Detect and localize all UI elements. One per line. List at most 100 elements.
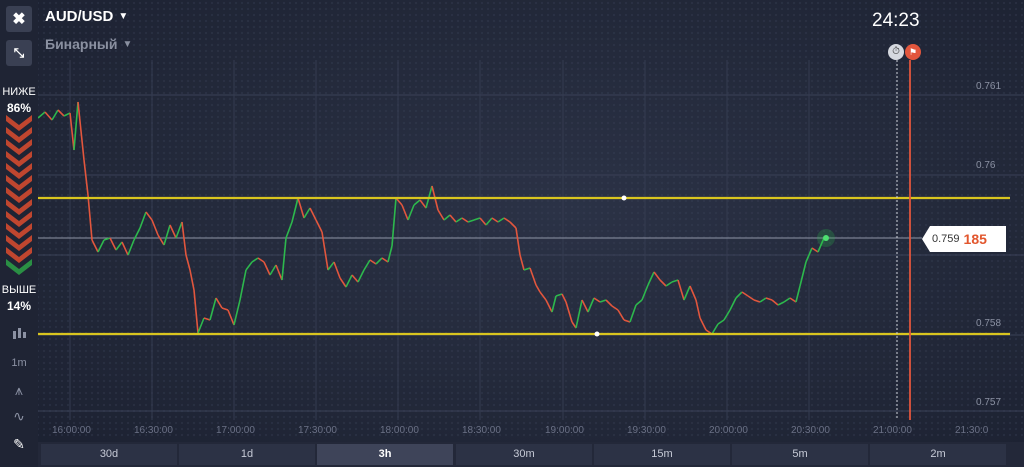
candle (309, 207, 317, 221)
y-tick-label: 0.757 (976, 397, 1002, 408)
candle (69, 112, 75, 151)
close-button[interactable]: ✖ (6, 6, 32, 32)
candle (659, 279, 667, 287)
asset-selector[interactable]: AUD/USD ▼ (45, 8, 128, 25)
candle (157, 234, 165, 246)
candle (163, 224, 171, 246)
candle (677, 279, 685, 301)
candle (375, 257, 383, 265)
candle (203, 317, 211, 321)
expiry-timer: 24:23 (872, 10, 920, 31)
candle (215, 297, 223, 309)
pencil-icon[interactable]: ✎ (13, 436, 25, 452)
candle (87, 194, 93, 241)
world-map-background (35, 0, 1024, 440)
candle (357, 269, 365, 283)
timeframe-2m[interactable]: 2m (870, 444, 1006, 465)
candle (51, 109, 59, 121)
level-handle (621, 195, 627, 201)
y-tick-label: 0.758 (976, 318, 1002, 329)
close-icon: ✖ (12, 11, 26, 28)
candle (535, 284, 541, 293)
level-handle (594, 331, 600, 337)
candle (689, 285, 697, 301)
x-tick-label: 19:00:00 (545, 425, 584, 436)
candle (37, 111, 46, 119)
sentiment-chevron (6, 175, 32, 191)
option-type-selector[interactable]: Бинарный ▼ (45, 36, 132, 52)
indicator-icon[interactable]: ⩚ (15, 382, 23, 398)
candle (263, 261, 271, 276)
candle (297, 197, 305, 219)
lower-label: НИЖЕ (2, 86, 36, 98)
candle (519, 254, 525, 271)
candle (221, 307, 229, 311)
candle (753, 299, 761, 303)
collapse-button[interactable]: ⤡ (6, 40, 32, 66)
timeframe-3h[interactable]: 3h (317, 444, 453, 465)
candle (73, 101, 79, 151)
timeframe-30m[interactable]: 30m (456, 444, 592, 465)
stopwatch-icon[interactable]: ⏱ (888, 44, 904, 60)
higher-percent: 14% (6, 299, 32, 313)
x-tick-label: 16:00:00 (52, 425, 91, 436)
candle (593, 297, 601, 303)
trend-icon[interactable]: ∿ (13, 408, 25, 424)
candle (629, 304, 637, 323)
interval-selector[interactable]: 1m (11, 357, 27, 369)
candles-icon[interactable] (8, 327, 30, 344)
sentiment-chevron (6, 235, 32, 251)
timeframe-5m[interactable]: 5m (732, 444, 868, 465)
candle (735, 291, 743, 299)
candle (227, 309, 235, 326)
candle (281, 237, 287, 281)
timeframe-15m[interactable]: 15m (594, 444, 730, 465)
candle (351, 274, 359, 283)
sentiment-chevron (6, 163, 32, 179)
lower-percent: 86% (6, 101, 32, 115)
candle (391, 197, 397, 247)
candle (461, 217, 469, 223)
candle (473, 217, 481, 221)
candle (741, 291, 749, 297)
timeframe-30d[interactable]: 30d (41, 444, 177, 465)
candle (747, 295, 755, 301)
y-tick-label: 0.761 (976, 81, 1002, 92)
candle (551, 295, 557, 313)
sentiment-chevron (6, 247, 32, 263)
timeframe-1d[interactable]: 1d (179, 444, 315, 465)
candle (817, 237, 825, 253)
candle (571, 321, 577, 329)
x-tick-label: 18:30:00 (462, 425, 501, 436)
collapse-icon: ⤡ (13, 45, 25, 60)
candle (193, 289, 199, 334)
candle (653, 271, 661, 281)
candle (269, 264, 277, 276)
candle (795, 285, 801, 303)
current-price-highlight: 185 (963, 231, 987, 247)
sentiment-chevron (6, 151, 32, 167)
candle (121, 241, 129, 256)
candle (233, 299, 241, 326)
candle (467, 219, 475, 223)
candle (599, 299, 607, 303)
current-price-tag: 0.759 185 (922, 226, 1006, 252)
candle (327, 261, 335, 271)
candle (729, 297, 737, 311)
finish-flag-icon[interactable]: ⚑ (905, 44, 921, 60)
candle (57, 109, 65, 117)
candle (759, 297, 767, 303)
candle (805, 247, 813, 263)
candle (561, 293, 567, 303)
candle (133, 227, 141, 241)
candle (197, 317, 205, 334)
candle (285, 221, 293, 239)
candle (275, 264, 283, 281)
candle (381, 257, 389, 263)
candle (789, 297, 797, 303)
candle (127, 239, 135, 256)
candle (605, 299, 613, 307)
candle (699, 317, 707, 331)
